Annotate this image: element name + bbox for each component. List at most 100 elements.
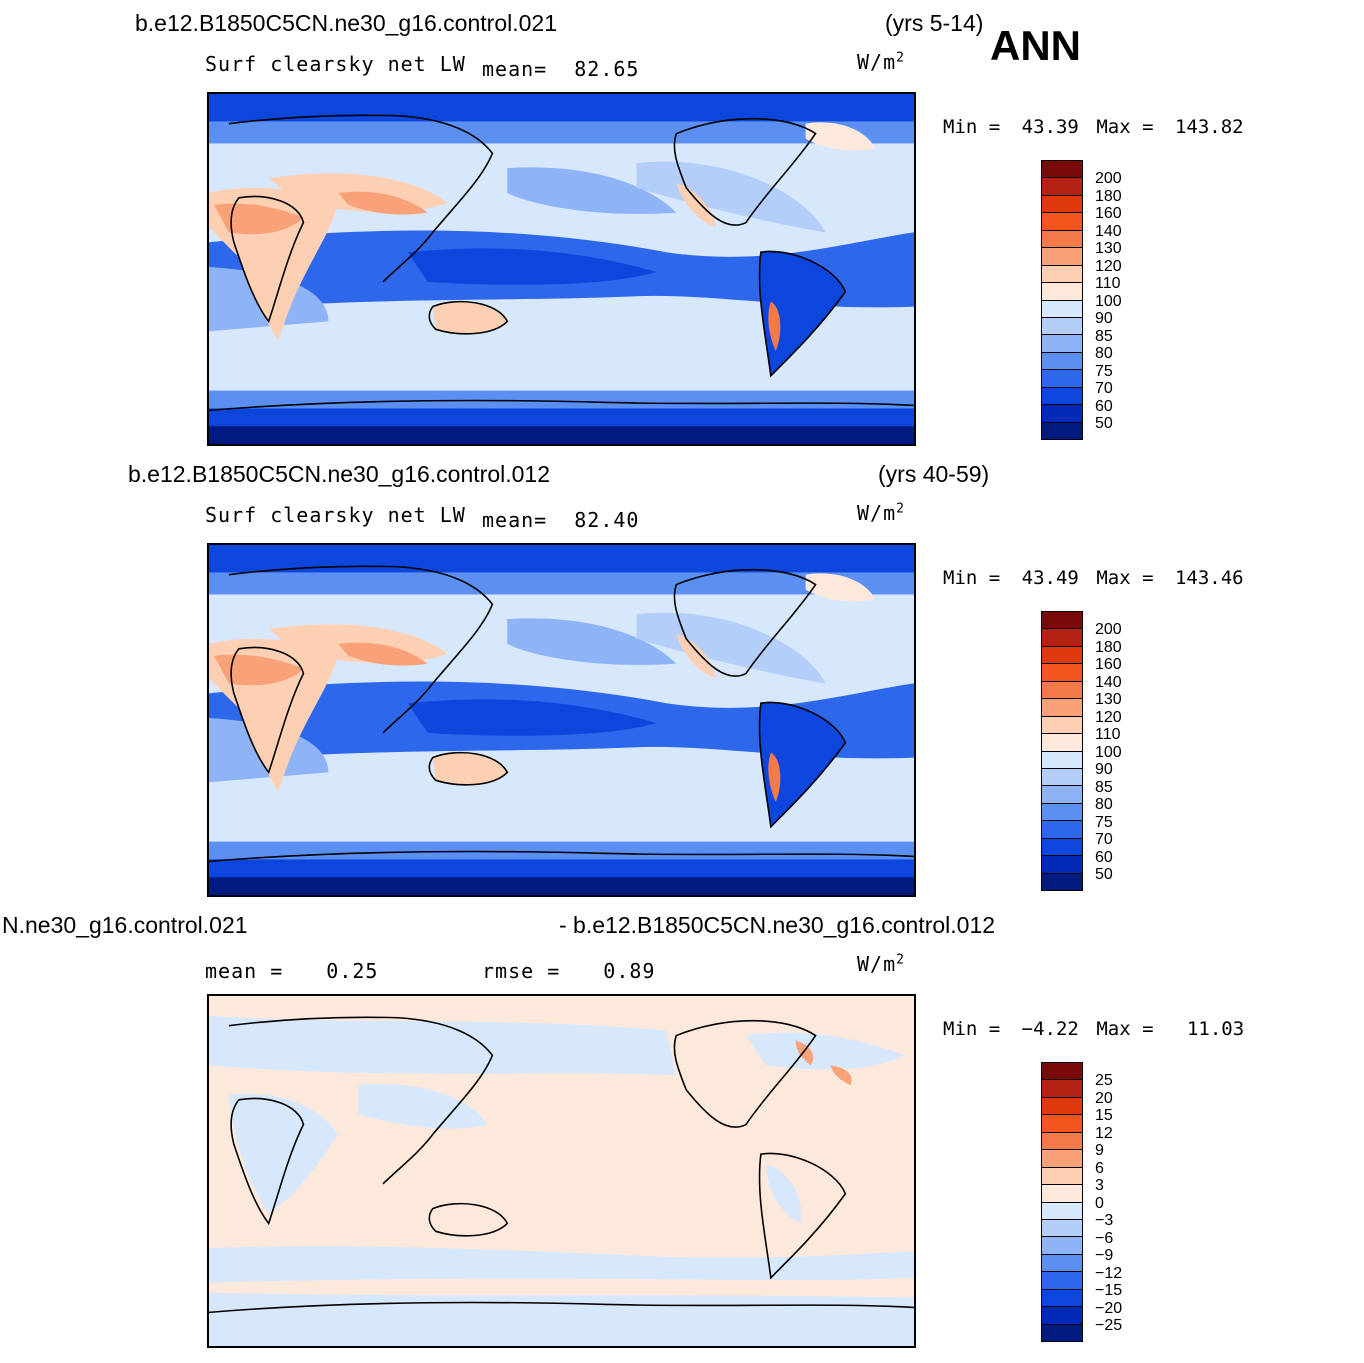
panel1-mean-value: 82.65 xyxy=(574,57,640,81)
panel1-years: (yrs 5-14) xyxy=(885,10,984,36)
panel3-minmax: Min = −4.22 Max = 11.03 xyxy=(943,1018,1244,1040)
panel2-colorbar-label: 60 xyxy=(1095,848,1113,866)
panel3-min-label: Min = xyxy=(943,1018,1001,1040)
panel1-colorbar-label: 180 xyxy=(1095,187,1122,205)
panel2-colorbar-swatch xyxy=(1042,786,1082,804)
panel2-colorbar-swatch xyxy=(1042,856,1082,874)
panel1-map-svg xyxy=(209,94,914,444)
panel2-mean: mean= 82.40 xyxy=(482,508,639,532)
panel2-case-title: b.e12.B1850C5CN.ne30_g16.control.012 xyxy=(128,461,550,487)
panel1-colorbar-label: 80 xyxy=(1095,345,1113,362)
panel1-colorbar-label: 160 xyxy=(1095,205,1122,222)
panel3-colorbar-swatch xyxy=(1042,1324,1082,1341)
panel2-colorbar-label: 130 xyxy=(1095,691,1122,708)
panel2-colorbar-swatch xyxy=(1042,716,1082,735)
panel3-rmse-label: rmse = xyxy=(482,959,561,983)
panel2-colorbar-label: 200 xyxy=(1095,621,1122,638)
panel3-colorbar-label: −6 xyxy=(1095,1229,1114,1247)
panel2-colorbar-swatch xyxy=(1042,629,1082,647)
panel1-colorbar-swatch xyxy=(1042,248,1082,266)
panel1-units-exp: 2 xyxy=(896,50,905,66)
panel3-case-left: N.ne30_g16.control.021 xyxy=(2,912,248,938)
panel3-map xyxy=(207,994,916,1348)
panel1-colorbar-label: 70 xyxy=(1095,380,1113,397)
panel3-colorbar-swatch xyxy=(1042,1254,1082,1273)
panel1-colorbar-label: 100 xyxy=(1095,292,1122,310)
panel1-colorbar-swatch xyxy=(1042,161,1082,179)
panel3-min-value: −4.22 xyxy=(1021,1018,1079,1040)
panel1-colorbar xyxy=(1041,160,1083,440)
panel1-colorbar-label: 120 xyxy=(1095,257,1122,275)
panel3-colorbar-label: 20 xyxy=(1095,1089,1113,1107)
panel2-colorbar-label: 50 xyxy=(1095,866,1113,883)
panel3-colorbar-label: 3 xyxy=(1095,1177,1104,1194)
panel3-colorbar-label: 25 xyxy=(1095,1072,1113,1089)
panel1-map xyxy=(207,92,916,446)
panel1-colorbar-label: 75 xyxy=(1095,362,1113,380)
panel1-colorbar-swatch xyxy=(1042,352,1082,371)
panel3-map-svg xyxy=(209,996,914,1346)
panel3-colorbar-swatch xyxy=(1042,1307,1082,1325)
panel3-colorbar-swatch xyxy=(1042,1063,1082,1081)
panel2-map xyxy=(207,543,916,897)
panel2-colorbar-swatch xyxy=(1042,821,1082,839)
panel3-mean: mean = 0.25 xyxy=(205,959,378,983)
panel3-colorbar-label: 6 xyxy=(1095,1159,1104,1177)
panel3-rmse-value: 0.89 xyxy=(603,959,656,983)
panel1-max-label: Max = xyxy=(1096,116,1154,138)
panel2-colorbar-label: 75 xyxy=(1095,813,1113,831)
panel3-max-value: 11.03 xyxy=(1186,1018,1245,1040)
panel3-units: W/m2 xyxy=(857,952,905,976)
panel3-colorbar-label: −20 xyxy=(1095,1299,1123,1317)
panel1-colorbar-label: 60 xyxy=(1095,397,1113,415)
panel2-colorbar-label: 85 xyxy=(1095,778,1113,796)
panel1-colorbar-swatch xyxy=(1042,230,1082,249)
panel1-colorbar-swatch xyxy=(1042,422,1082,439)
panel1-colorbar-swatch xyxy=(1042,317,1082,336)
panel1-mean: mean= 82.65 xyxy=(482,57,639,81)
panel3-colorbar-label: −15 xyxy=(1095,1282,1123,1299)
panel2-colorbar-swatch xyxy=(1042,612,1082,630)
panel2-colorbar-swatch xyxy=(1042,699,1082,717)
panel3-colorbar-swatch xyxy=(1042,1132,1082,1151)
panel2-units: W/m2 xyxy=(857,501,905,525)
panel3-colorbar-swatch xyxy=(1042,1219,1082,1238)
panel2-max-value: 143.46 xyxy=(1174,567,1244,589)
panel2-colorbar xyxy=(1041,611,1083,891)
panel3-rmse: rmse = 0.89 xyxy=(482,959,655,983)
panel1-colorbar-swatch xyxy=(1042,335,1082,353)
panel1-colorbar-label: 130 xyxy=(1095,240,1122,257)
panel1-units-base: W/m xyxy=(857,50,897,74)
panel3-colorbar-label: −3 xyxy=(1095,1212,1114,1229)
panel2-minmax: Min = 43.49 Max = 143.46 xyxy=(943,567,1244,589)
panel2-min-value: 43.49 xyxy=(1021,567,1079,589)
panel2-colorbar-swatch xyxy=(1042,873,1082,890)
panel1-min-value: 43.39 xyxy=(1021,116,1079,138)
panel2-colorbar-swatch xyxy=(1042,838,1082,857)
panel1-colorbar-swatch xyxy=(1042,213,1082,231)
panel2-colorbar-label: 110 xyxy=(1095,726,1121,743)
panel1-colorbar-swatch xyxy=(1042,283,1082,301)
panel2-units-base: W/m xyxy=(857,501,897,525)
panel3-units-base: W/m xyxy=(857,952,897,976)
panel1-colorbar-swatch xyxy=(1042,387,1082,406)
panel1-colorbar-label: 90 xyxy=(1095,310,1113,327)
panel2-colorbar-label: 180 xyxy=(1095,638,1122,656)
panel1-colorbar-label: 140 xyxy=(1095,222,1122,240)
panel2-years: (yrs 40-59) xyxy=(878,461,990,487)
panel2-colorbar-swatch xyxy=(1042,664,1082,682)
panel1-colorbar-swatch xyxy=(1042,405,1082,423)
panel1-max-value: 143.82 xyxy=(1174,116,1244,138)
panel3-colorbar-swatch xyxy=(1042,1115,1082,1133)
panel2-colorbar-swatch xyxy=(1042,751,1082,769)
panel2-max-label: Max = xyxy=(1096,567,1154,589)
panel2-colorbar-swatch xyxy=(1042,803,1082,822)
panel2-units-exp: 2 xyxy=(896,501,905,517)
panel2-colorbar-swatch xyxy=(1042,646,1082,665)
panel3-colorbar-label: 0 xyxy=(1095,1194,1104,1212)
panel3-colorbar-label: 9 xyxy=(1095,1142,1104,1159)
panel2-colorbar-label: 100 xyxy=(1095,743,1122,761)
panel1-colorbar-label: 110 xyxy=(1095,275,1121,292)
panel3-colorbar xyxy=(1041,1062,1083,1342)
panel3-colorbar-label: −25 xyxy=(1095,1317,1123,1334)
